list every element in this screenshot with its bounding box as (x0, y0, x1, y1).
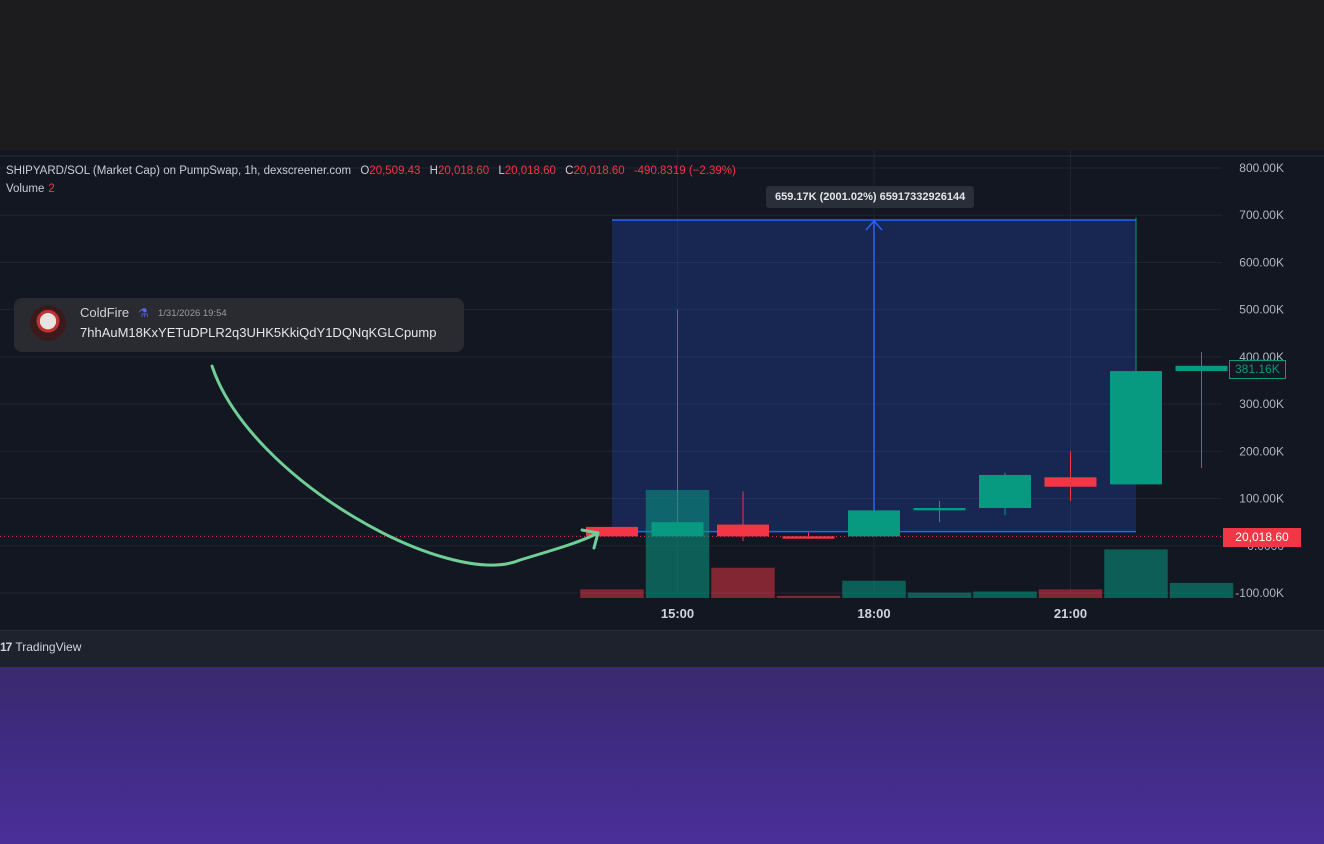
candle-body (782, 536, 835, 539)
open-label: O (360, 165, 370, 177)
candle-body (1175, 365, 1228, 372)
y-tick-label: 300.00K (1239, 397, 1284, 411)
y-tick-label: 100.00K (1239, 492, 1284, 506)
message-text: 7hhAuM18KxYETuDPLR2q3UHK5KkiQdY1DQNqKGLC… (80, 325, 437, 340)
y-tick-label: 700.00K (1239, 208, 1284, 222)
annotation-arrow (210, 364, 598, 567)
avatar[interactable] (30, 305, 66, 341)
measure-arrow-head (865, 219, 883, 231)
high-label: H (429, 165, 438, 177)
tradingview-logo[interactable]: 17 TradingView (0, 640, 81, 654)
annotation-layer (210, 364, 600, 567)
volume-bar (1169, 582, 1234, 598)
last-price-tag: 20,018.60 (1223, 528, 1301, 547)
candle-body (848, 510, 900, 537)
wizard-badge-icon: ⚗ (138, 306, 149, 320)
volume-bar (907, 592, 972, 598)
x-tick-label: 21:00 (1054, 606, 1087, 621)
volume-label: Volume (6, 183, 45, 195)
symbol-title: SHIPYARD/SOL (Market Cap) on PumpSwap, 1… (6, 165, 352, 177)
volume-bar (973, 591, 1037, 598)
close-value: 20,018.60 (573, 165, 625, 177)
candle-body (586, 526, 638, 537)
low-value: 20,018.60 (504, 165, 556, 177)
x-tick-label: 18:00 (857, 606, 890, 621)
chart-footer (0, 630, 1324, 667)
volume-bar (776, 595, 841, 598)
volume-bar (580, 589, 644, 598)
candle-body (651, 522, 704, 537)
y-tick-label: 500.00K (1239, 303, 1284, 317)
tradingview-logo-icon: 17 (0, 640, 12, 654)
volume-legend: Volume 2 (6, 183, 55, 195)
volume-bar (1038, 589, 1103, 598)
top-dark-band (0, 0, 1324, 150)
low-label: L (498, 165, 505, 177)
volume-bar (1104, 549, 1168, 598)
candle-body (1044, 477, 1097, 487)
close-label: C (565, 165, 574, 177)
candle-body (913, 508, 966, 511)
y-tick-label: -100.00K (1235, 586, 1284, 600)
current-price-tag: 381.16K (1229, 360, 1286, 379)
chat-message-card (14, 298, 464, 352)
candles (586, 217, 1228, 542)
annotation-arrow-head (580, 528, 600, 550)
candlestick-chart[interactable]: 800.00K700.00K600.00K500.00K400.00K300.0… (0, 150, 1324, 630)
measure-label: 659.17K (2001.02%) 65917332926144 (766, 186, 975, 208)
volume-bar (711, 567, 775, 598)
y-tick-label: 200.00K (1239, 444, 1284, 458)
x-tick-label: 15:00 (661, 606, 694, 621)
volume-bars (580, 490, 1234, 598)
candle-body (979, 474, 1031, 508)
candle-body (717, 524, 769, 537)
volume-bar (842, 580, 906, 598)
y-tick-label: 800.00K (1239, 161, 1284, 175)
change-value: -490.8319 (−2.39%) (633, 165, 736, 177)
high-value: 20,018.60 (437, 165, 490, 177)
time-axis: 15:00 18:00 21:00 (661, 606, 1087, 621)
purple-gradient-band (0, 666, 1324, 844)
open-value: 20,509.43 (369, 165, 421, 177)
chart-legend: SHIPYARD/SOL (Market Cap) on PumpSwap, 1… (6, 165, 736, 177)
message-author[interactable]: ColdFire (80, 305, 130, 320)
candle-body (1110, 371, 1162, 485)
volume-value: 2 (48, 183, 55, 195)
message-timestamp: 1/31/2026 19:54 (158, 308, 227, 319)
y-tick-label: 600.00K (1239, 255, 1284, 269)
tradingview-brand: TradingView (15, 640, 82, 654)
